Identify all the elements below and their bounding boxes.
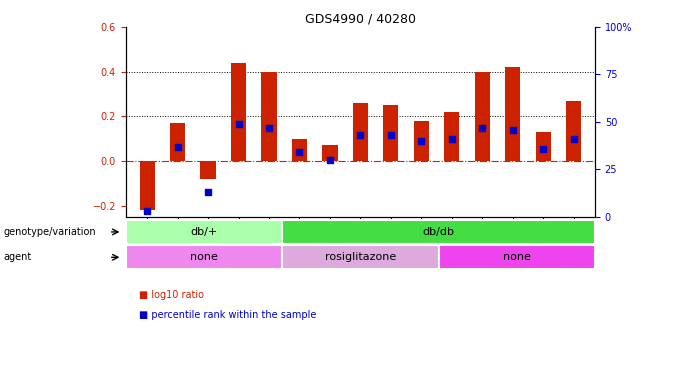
Bar	[384, 105, 398, 161]
Point	[507, 126, 518, 132]
Bar	[231, 63, 246, 161]
Point	[324, 157, 335, 163]
Text: db/db: db/db	[422, 227, 455, 237]
Point	[233, 121, 244, 127]
Text: agent: agent	[3, 252, 32, 262]
Point	[141, 208, 152, 214]
Bar	[139, 161, 155, 210]
Bar	[505, 67, 520, 161]
Point	[446, 136, 457, 142]
Bar	[439, 245, 595, 269]
Bar	[261, 71, 277, 161]
Bar	[292, 139, 307, 161]
Bar	[322, 146, 337, 161]
Bar	[536, 132, 551, 161]
Bar	[126, 220, 282, 244]
Bar	[353, 103, 368, 161]
Bar	[444, 112, 460, 161]
Point	[386, 132, 396, 138]
Bar	[201, 161, 216, 179]
Point	[294, 149, 305, 156]
Bar	[282, 220, 595, 244]
Point	[477, 124, 488, 131]
Bar	[170, 123, 185, 161]
Point	[203, 189, 214, 195]
Bar	[126, 245, 282, 269]
Text: ■ percentile rank within the sample: ■ percentile rank within the sample	[139, 310, 317, 320]
Point	[416, 138, 427, 144]
Point	[568, 136, 579, 142]
Bar	[566, 101, 581, 161]
Text: none: none	[503, 252, 530, 262]
Bar	[475, 71, 490, 161]
Text: genotype/variation: genotype/variation	[3, 227, 96, 237]
Title: GDS4990 / 40280: GDS4990 / 40280	[305, 13, 416, 26]
Text: none: none	[190, 252, 218, 262]
Point	[355, 132, 366, 138]
Text: ■ log10 ratio: ■ log10 ratio	[139, 290, 205, 300]
Bar	[282, 245, 439, 269]
Point	[172, 144, 183, 150]
Text: rosiglitazone: rosiglitazone	[325, 252, 396, 262]
Bar	[413, 121, 429, 161]
Text: db/+: db/+	[190, 227, 218, 237]
Point	[264, 124, 275, 131]
Point	[538, 146, 549, 152]
